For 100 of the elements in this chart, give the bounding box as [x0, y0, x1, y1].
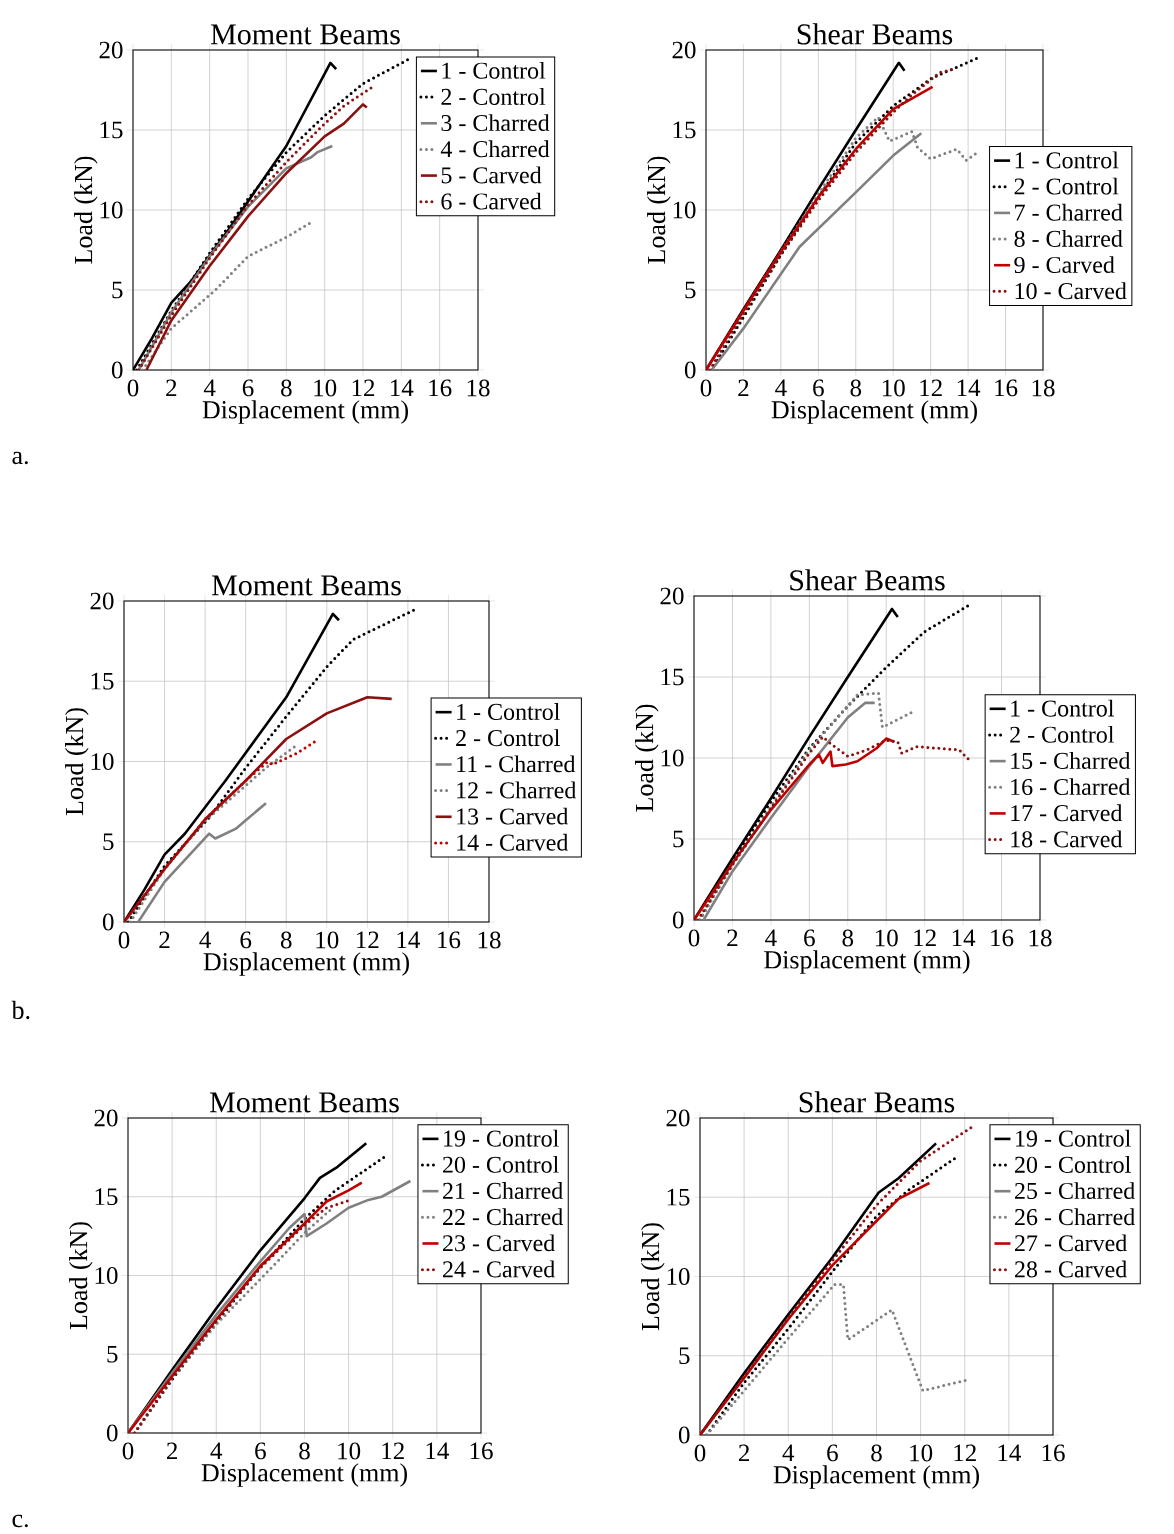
y-axis-title: Load (kN): [69, 1222, 93, 1330]
x-tick-label: 10: [316, 931, 339, 949]
y-axis-title: Load (kN): [641, 1223, 665, 1331]
y-tick-label: 10: [91, 753, 114, 770]
x-tick-label: 12: [352, 379, 375, 397]
chart-title: Shear Beams: [797, 23, 953, 45]
legend-label: 4 - Charred: [440, 140, 550, 158]
legend-label: 20 - Control: [1015, 1155, 1131, 1173]
x-tick-label: 16: [991, 929, 1014, 947]
legend-label: 10 - Carved: [1015, 282, 1127, 300]
legend-label: 11 - Charred: [457, 755, 576, 773]
legend-label: 8 - Charred: [1014, 229, 1123, 247]
legend-label: 9 - Carved: [1014, 256, 1115, 274]
x-axis-title: Displacement (mm): [773, 1465, 979, 1489]
x-tick-label: 12: [357, 931, 379, 949]
x-tick-label: 14: [952, 929, 976, 947]
x-axis-title: Displacement (mm): [771, 400, 977, 424]
legend-label: 20 - Control: [443, 1155, 559, 1173]
x-tick-label: 4: [210, 1442, 223, 1459]
x-tick-label: 14: [426, 1442, 449, 1460]
y-tick-label: 20: [94, 1109, 118, 1127]
y-tick-label: 0: [672, 911, 684, 929]
y-tick-label: 0: [106, 1424, 118, 1442]
y-axis-title: Load (kN): [74, 156, 98, 264]
legend-label: 1 - Control: [1011, 699, 1114, 717]
x-tick-label: 10: [910, 1444, 933, 1462]
y-tick-label: 5: [103, 833, 114, 851]
x-tick-label: 0: [127, 379, 139, 397]
x-tick-label: 14: [397, 931, 420, 949]
legend-label: 2 - Control: [456, 729, 560, 747]
x-tick-label: 0: [700, 379, 712, 397]
y-axis-title: Load (kN): [635, 704, 659, 812]
y-tick-label: 10: [673, 201, 696, 219]
legend-label: 25 - Charred: [1015, 1182, 1135, 1200]
y-tick-label: 10: [100, 201, 123, 219]
x-tick-label: 10: [875, 929, 898, 947]
legend-label: 23 - Carved: [443, 1234, 555, 1252]
legend-label: 24 - Carved: [443, 1260, 555, 1278]
x-tick-label: 2: [727, 929, 738, 947]
legend-label: 5 - Carved: [441, 166, 542, 184]
x-tick-label: 6: [240, 931, 252, 949]
x-tick-label: 4: [199, 931, 211, 948]
y-tick-label: 5: [112, 281, 123, 299]
y-tick-label: 15: [661, 668, 684, 686]
x-tick-label: 18: [1029, 929, 1052, 947]
x-tick-label: 2: [166, 1442, 177, 1460]
chart-title: Shear Beams: [790, 569, 945, 591]
x-tick-label: 12: [382, 1442, 404, 1460]
y-tick-label: 20: [666, 1109, 690, 1127]
x-tick-label: 12: [920, 379, 942, 397]
y-tick-label: 20: [90, 592, 114, 610]
x-tick-label: 8: [850, 379, 862, 397]
y-tick-label: 20: [672, 41, 696, 59]
y-tick-label: 0: [102, 913, 114, 931]
x-tick-label: 16: [470, 1442, 493, 1460]
x-tick-label: 10: [314, 379, 337, 397]
x-tick-label: 2: [159, 931, 170, 949]
legend-label: 1 - Control: [457, 703, 560, 720]
x-tick-label: 18: [467, 379, 490, 397]
x-tick-label: 8: [280, 931, 292, 949]
x-tick-label: 10: [882, 379, 905, 397]
legend-label: 27 - Carved: [1015, 1234, 1127, 1252]
x-tick-label: 16: [429, 379, 452, 397]
y-tick-label: 15: [91, 672, 114, 690]
x-tick-label: 2: [738, 1444, 749, 1462]
x-tick-label: 14: [998, 1444, 1021, 1462]
legend-label: 3 - Charred: [441, 114, 550, 132]
legend-label: 13 - Carved: [457, 807, 569, 825]
legend-label: 12 - Charred: [457, 781, 577, 799]
line-series: [136, 801, 268, 922]
y-tick-label: 15: [95, 1188, 118, 1206]
legend-label: 1 - Control: [442, 61, 546, 79]
x-tick-label: 16: [995, 379, 1018, 397]
x-axis-title: Displacement (mm): [201, 1463, 407, 1487]
x-tick-label: 16: [438, 931, 461, 949]
y-tick-label: 10: [667, 1268, 690, 1285]
chart-title: Moment Beams: [209, 1092, 399, 1113]
x-tick-label: 4: [775, 379, 787, 396]
legend-label: 18 - Carved: [1011, 830, 1123, 848]
legend-label: 21 - Charred: [443, 1182, 563, 1199]
x-tick-label: 6: [255, 1442, 266, 1460]
line-series: [696, 735, 971, 920]
y-tick-label: 0: [111, 361, 123, 379]
legend-label: 2 - Control: [441, 88, 546, 105]
legend-label: 19 - Control: [1016, 1129, 1131, 1147]
x-tick-label: 12: [914, 929, 936, 947]
legend-label: 2 - Control: [1014, 177, 1119, 195]
x-tick-label: 2: [166, 379, 177, 397]
x-tick-label: 4: [782, 1444, 795, 1461]
x-tick-label: 4: [203, 379, 216, 396]
x-tick-label: 6: [804, 929, 815, 947]
y-tick-label: 10: [661, 749, 684, 767]
text: b.: [11, 1000, 30, 1020]
y-tick-label: 15: [667, 1188, 690, 1206]
legend-label: 7 - Charred: [1015, 203, 1123, 221]
legend-label: 16 - Charred: [1011, 778, 1131, 796]
legend-label: 28 - Carved: [1015, 1260, 1127, 1278]
chart-title: Moment Beams: [210, 24, 400, 45]
y-tick-label: 10: [95, 1267, 118, 1284]
legend-label: 2 - Control: [1010, 725, 1114, 743]
